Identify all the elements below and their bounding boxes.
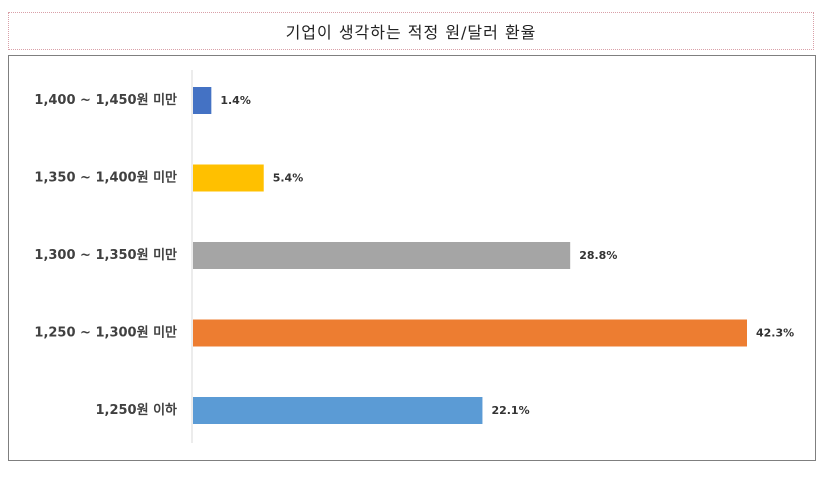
category-label: 1,250원 이하 [95,402,177,418]
bar [193,319,747,347]
value-label: 22.1% [491,404,529,417]
value-label: 28.8% [579,249,617,262]
category-label: 1,400 ~ 1,450원 미만 [34,92,177,108]
bar [193,397,483,424]
value-label: 5.4% [273,172,304,185]
chart-area [8,55,816,461]
bar [193,164,264,192]
bar [193,242,571,269]
category-label: 1,250 ~ 1,300원 미만 [34,325,177,341]
bar [193,87,212,114]
value-label: 42.3% [756,327,794,340]
value-label: 1.4% [220,94,251,107]
chart-title: 기업이 생각하는 적정 원/달러 환율 [8,12,814,50]
category-label: 1,350 ~ 1,400원 미만 [34,170,177,186]
category-label: 1,300 ~ 1,350원 미만 [34,247,177,263]
